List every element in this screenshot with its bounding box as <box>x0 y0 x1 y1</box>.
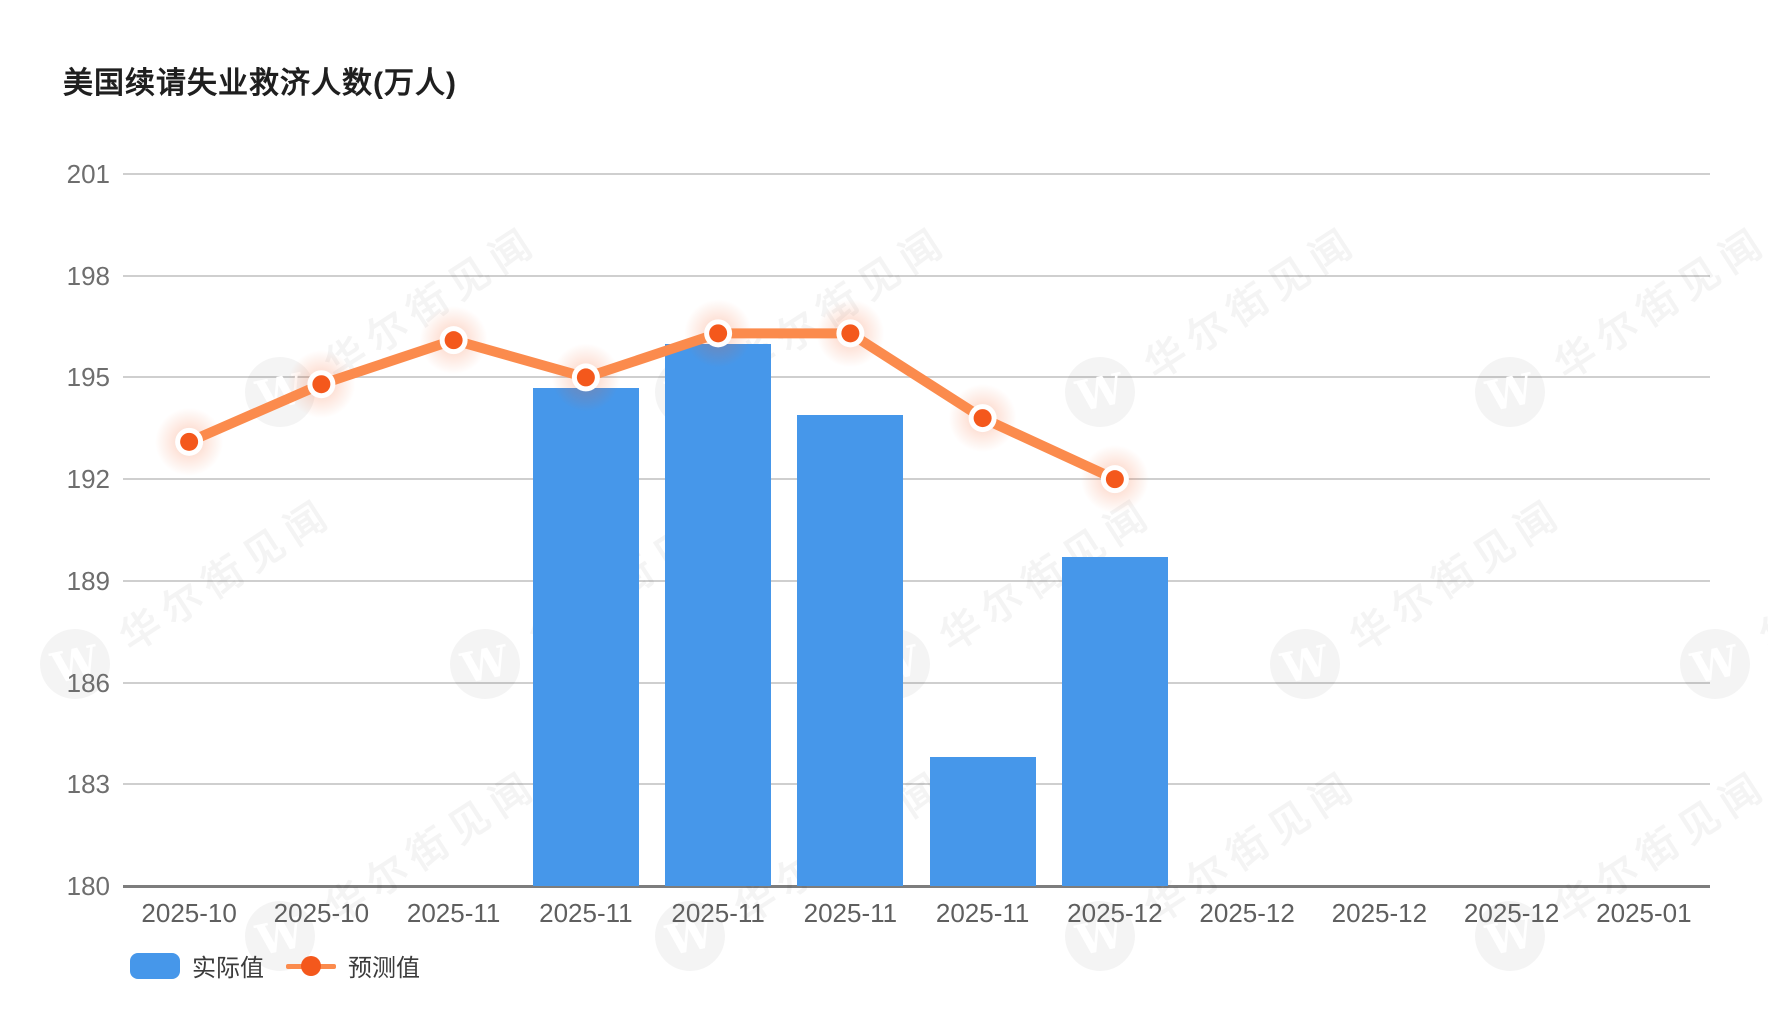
forecast-series-swatch <box>286 953 336 979</box>
page-title: 美国续请失业救济人数(万人) <box>63 67 457 100</box>
legend-label-actual: 实际值 <box>192 955 264 982</box>
forecast-point[interactable]: 2025-11 预测值: 196.3 <box>709 324 728 343</box>
legend-item-actual[interactable]: 实际值 <box>130 948 264 983</box>
forecast-point[interactable]: 2025-10 预测值: 193.1 <box>180 432 199 451</box>
legend-item-forecast[interactable]: 预测值 <box>286 948 420 983</box>
forecast-point[interactable]: 2025-11 预测值: 196.1 <box>444 331 463 350</box>
forecast-point[interactable]: 2025-11 预测值: 196.3 <box>841 324 860 343</box>
forecast-line <box>184 328 1120 485</box>
forecast-point[interactable]: 2025-11 预测值: 193.8 <box>973 409 992 428</box>
forecast-point[interactable]: 2025-11 预测值: 195 <box>576 368 595 387</box>
bar-actual-value[interactable] <box>929 757 1036 886</box>
legend: 实际值 预测值 <box>130 948 420 983</box>
bar-actual-value[interactable] <box>665 343 772 886</box>
legend-label-forecast: 预测值 <box>348 955 420 982</box>
forecast-point[interactable]: 2025-12 预测值: 192 <box>1105 470 1124 489</box>
bar-actual-value[interactable] <box>532 387 639 886</box>
bar-actual-value[interactable] <box>1061 557 1168 886</box>
bar-actual-value[interactable] <box>797 414 904 886</box>
actual-series-swatch <box>130 952 180 979</box>
forecast-point[interactable]: 2025-10 预测值: 194.8 <box>312 375 331 394</box>
